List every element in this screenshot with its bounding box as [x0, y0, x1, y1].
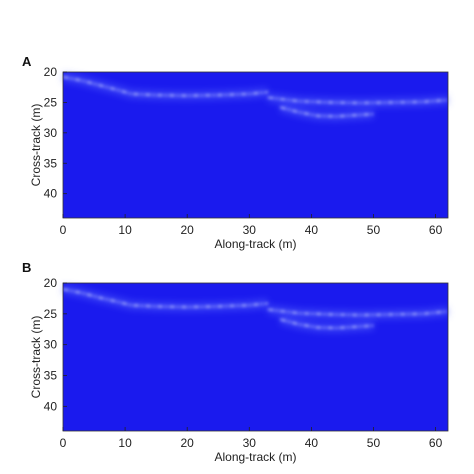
panel-b: B 0 10 20 30 40 50 60 20 25 30 35 40 Along-track (…: [22, 260, 449, 464]
x-tick-label: 30: [243, 436, 257, 450]
x-tick-label: 10: [118, 223, 132, 237]
y-tick-label: 30: [44, 338, 58, 352]
x-tick-label: 30: [243, 223, 257, 237]
x-tick-label: 40: [305, 436, 319, 450]
x-tick-label: 0: [60, 223, 67, 237]
panel-a: A 0 10 20 30 40 50 60 20 25 30 35 40 Along-track (…: [22, 54, 449, 251]
x-tick-label: 20: [181, 223, 195, 237]
y-tick-label: 30: [44, 126, 58, 140]
y-axis-b-ticks: 20 25 30 35 40: [44, 276, 67, 413]
x-tick-label: 50: [367, 436, 381, 450]
y-tick-label: 25: [44, 95, 58, 109]
x-axis-b-ticks: 0 10 20 30 40 50 60: [60, 427, 443, 450]
y-tick-label: 20: [44, 65, 58, 79]
echo-trace-b-3: [280, 318, 374, 329]
y-tick-label: 40: [44, 187, 58, 201]
panel-a-label: A: [22, 54, 32, 69]
x-tick-label: 60: [429, 436, 443, 450]
y-axis-b-label: Cross-track (m): [29, 316, 43, 399]
x-tick-label: 50: [367, 223, 381, 237]
x-tick-label: 0: [60, 436, 67, 450]
x-tick-label: 60: [429, 223, 443, 237]
x-axis-a-label: Along-track (m): [214, 237, 296, 251]
x-axis-a-ticks: 0 10 20 30 40 50 60: [60, 214, 443, 237]
x-tick-label: 40: [305, 223, 319, 237]
echo-trace-b-2: [267, 308, 449, 316]
x-tick-label: 10: [118, 436, 132, 450]
heatmap-a-features: [62, 72, 449, 121]
echo-trace-b-1: [62, 288, 268, 308]
heatmap-b-features: [62, 284, 449, 333]
plot-a-frame: [62, 71, 449, 219]
y-tick-label: 20: [44, 276, 58, 290]
echo-trace-a-2: [267, 96, 449, 104]
y-tick-label: 35: [44, 369, 58, 383]
y-tick-label: 35: [44, 156, 58, 170]
x-tick-label: 20: [181, 436, 195, 450]
echo-trace-a-3: [280, 106, 374, 118]
x-axis-b-label: Along-track (m): [214, 450, 296, 464]
y-tick-label: 40: [44, 399, 58, 413]
plot-b-frame: [62, 282, 449, 432]
echo-trace-a-1: [62, 76, 268, 97]
y-axis-a-ticks: 20 25 30 35 40: [44, 65, 67, 201]
panel-b-label: B: [22, 260, 31, 275]
y-axis-a-label: Cross-track (m): [29, 104, 43, 187]
y-tick-label: 25: [44, 307, 58, 321]
